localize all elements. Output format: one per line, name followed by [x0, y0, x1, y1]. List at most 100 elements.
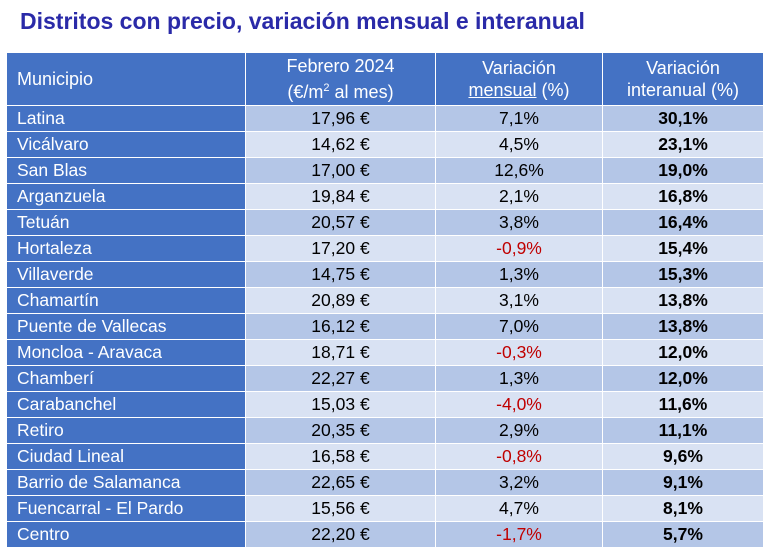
cell-precio: 14,62 €: [245, 131, 436, 158]
cell-municipio: Barrio de Salamanca: [6, 469, 246, 496]
cell-precio: 20,35 €: [245, 417, 436, 444]
cell-mensual: 7,1%: [435, 105, 603, 132]
cell-interanual: 15,3%: [602, 261, 764, 288]
table-row: Ciudad Lineal 16,58 € -0,8% 9,6%: [6, 443, 764, 470]
cell-precio: 16,58 €: [245, 443, 436, 470]
table-row: Puente de Vallecas 16,12 €7,0% 13,8%: [6, 313, 764, 340]
cell-precio: 20,89 €: [245, 287, 436, 314]
table-row: Fuencarral - El Pardo 15,56 €4,7% 8,1%: [6, 495, 764, 522]
cell-municipio: Retiro: [6, 417, 246, 444]
table-row: Carabanchel 15,03 € -4,0% 11,6%: [6, 391, 764, 418]
cell-municipio: Carabanchel: [6, 391, 246, 418]
cell-precio: 17,00 €: [245, 157, 436, 184]
header-interanual-line2: interanual (%): [626, 80, 740, 100]
cell-mensual: -1,7%: [435, 521, 603, 548]
header-precio: Febrero 2024 (€/m2 al mes): [245, 52, 436, 106]
table-row: Arganzuela 19,84 €2,1% 16,8%: [6, 183, 764, 210]
header-precio-unit-post: al mes): [329, 82, 394, 102]
districts-table: Municipio Febrero 2024 (€/m2 al mes) Var…: [6, 52, 764, 548]
table-row: Chamartín 20,89 €3,1% 13,8%: [6, 287, 764, 314]
cell-interanual: 13,8%: [602, 287, 764, 314]
cell-municipio: Tetuán: [6, 209, 246, 236]
cell-precio: 14,75 €: [245, 261, 436, 288]
cell-precio: 19,84 €: [245, 183, 436, 210]
cell-precio: 22,20 €: [245, 521, 436, 548]
table-header-row: Municipio Febrero 2024 (€/m2 al mes) Var…: [6, 52, 764, 106]
header-precio-unit-sup: 2: [323, 82, 330, 94]
header-precio-unit-pre: (€/m: [287, 82, 324, 102]
cell-mensual: 3,1%: [435, 287, 603, 314]
header-mensual-word: mensual: [468, 80, 537, 100]
cell-interanual: 15,4%: [602, 235, 764, 262]
cell-interanual: 19,0%: [602, 157, 764, 184]
table-row: Retiro 20,35 €2,9% 11,1%: [6, 417, 764, 444]
cell-precio: 17,96 €: [245, 105, 436, 132]
cell-municipio: Moncloa - Aravaca: [6, 339, 246, 366]
cell-municipio: Chamberí: [6, 365, 246, 392]
cell-interanual: 16,8%: [602, 183, 764, 210]
cell-mensual: 3,8%: [435, 209, 603, 236]
cell-precio: 22,27 €: [245, 365, 436, 392]
cell-mensual: 4,7%: [435, 495, 603, 522]
cell-municipio: Vicálvaro: [6, 131, 246, 158]
cell-interanual: 9,6%: [602, 443, 764, 470]
header-precio-line1: Febrero 2024: [286, 56, 395, 76]
header-mensual: Variación mensual (%): [435, 52, 603, 106]
header-interanual: Variación interanual (%): [602, 52, 764, 106]
cell-mensual: 2,1%: [435, 183, 603, 210]
table-row: Latina 17,96 €7,1% 30,1%: [6, 105, 764, 132]
cell-interanual: 8,1%: [602, 495, 764, 522]
page-title: Distritos con precio, variación mensual …: [20, 8, 585, 34]
cell-municipio: San Blas: [6, 157, 246, 184]
header-mensual-unit: (%): [536, 80, 570, 100]
table-row: Barrio de Salamanca 22,65 €3,2% 9,1%: [6, 469, 764, 496]
cell-municipio: Arganzuela: [6, 183, 246, 210]
cell-interanual: 9,1%: [602, 469, 764, 496]
cell-interanual: 13,8%: [602, 313, 764, 340]
cell-mensual: 7,0%: [435, 313, 603, 340]
table-row: Moncloa - Aravaca 18,71 € -0,3% 12,0%: [6, 339, 764, 366]
cell-mensual: 1,3%: [435, 261, 603, 288]
cell-mensual: -0,9%: [435, 235, 603, 262]
cell-interanual: 11,6%: [602, 391, 764, 418]
cell-municipio: Chamartín: [6, 287, 246, 314]
cell-interanual: 23,1%: [602, 131, 764, 158]
cell-mensual: 3,2%: [435, 469, 603, 496]
cell-interanual: 30,1%: [602, 105, 764, 132]
cell-municipio: Puente de Vallecas: [6, 313, 246, 340]
cell-precio: 16,12 €: [245, 313, 436, 340]
table-row: Tetuán 20,57 €3,8% 16,4%: [6, 209, 764, 236]
table-row: Chamberí 22,27 €1,3% 12,0%: [6, 365, 764, 392]
cell-mensual: -0,8%: [435, 443, 603, 470]
cell-precio: 18,71 €: [245, 339, 436, 366]
header-municipio: Municipio: [6, 52, 246, 106]
table-row: Centro 22,20 € -1,7% 5,7%: [6, 521, 764, 548]
table-row: San Blas 17,00 €12,6% 19,0%: [6, 157, 764, 184]
cell-municipio: Hortaleza: [6, 235, 246, 262]
table-row: Hortaleza 17,20 € -0,9% 15,4%: [6, 235, 764, 262]
cell-precio: 15,03 €: [245, 391, 436, 418]
cell-precio: 22,65 €: [245, 469, 436, 496]
cell-mensual: 1,3%: [435, 365, 603, 392]
cell-mensual: 4,5%: [435, 131, 603, 158]
header-mensual-line1: Variación: [482, 58, 556, 78]
cell-municipio: Villaverde: [6, 261, 246, 288]
cell-municipio: Latina: [6, 105, 246, 132]
cell-precio: 15,56 €: [245, 495, 436, 522]
cell-municipio: Ciudad Lineal: [6, 443, 246, 470]
cell-mensual: -0,3%: [435, 339, 603, 366]
cell-interanual: 12,0%: [602, 365, 764, 392]
cell-municipio: Fuencarral - El Pardo: [6, 495, 246, 522]
table-row: Vicálvaro 14,62 €4,5% 23,1%: [6, 131, 764, 158]
cell-interanual: 11,1%: [602, 417, 764, 444]
cell-municipio: Centro: [6, 521, 246, 548]
cell-interanual: 16,4%: [602, 209, 764, 236]
cell-mensual: 12,6%: [435, 157, 603, 184]
table-body: Latina 17,96 €7,1% 30,1% Vicálvaro 14,62 €4,…: [6, 105, 764, 548]
cell-mensual: -4,0%: [435, 391, 603, 418]
cell-interanual: 12,0%: [602, 339, 764, 366]
cell-precio: 20,57 €: [245, 209, 436, 236]
header-interanual-line1: Variación: [646, 58, 720, 78]
table-row: Villaverde 14,75 €1,3% 15,3%: [6, 261, 764, 288]
cell-precio: 17,20 €: [245, 235, 436, 262]
